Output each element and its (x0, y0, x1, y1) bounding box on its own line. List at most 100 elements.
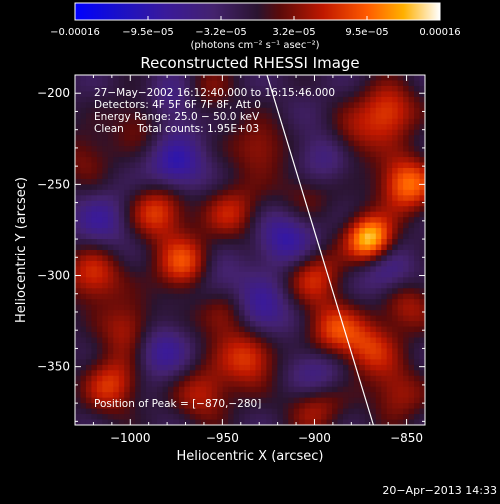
heatmap-cell (200, 392, 207, 399)
heatmap-cell (233, 239, 240, 245)
heatmap-cell (419, 200, 425, 207)
heatmap-cell (184, 239, 191, 245)
heatmap-cell (206, 124, 213, 131)
heatmap-cell (129, 184, 136, 191)
heatmap-cell (151, 244, 158, 251)
heatmap-cell (178, 250, 185, 256)
heatmap-cell (162, 129, 169, 136)
heatmap-cell (239, 332, 245, 338)
heatmap-cell (178, 233, 185, 240)
heatmap-cell (266, 146, 273, 152)
heatmap-cell (146, 151, 152, 158)
heatmap-cell (266, 414, 273, 420)
heatmap-cell (321, 348, 327, 355)
heatmap-cell (386, 364, 393, 371)
heatmap-cell (107, 244, 114, 251)
heatmap-cell (414, 151, 420, 158)
heatmap-cell (271, 157, 278, 163)
heatmap-cell (80, 408, 87, 415)
heatmap-cell (315, 419, 322, 425)
heatmap-cell (140, 348, 147, 355)
heatmap-cell (364, 277, 371, 284)
heatmap-cell (228, 326, 234, 333)
heatmap-cell (184, 173, 191, 180)
heatmap-cell (146, 359, 152, 366)
heatmap-cell (359, 304, 366, 311)
heatmap-cell (162, 146, 169, 152)
heatmap-cell (288, 414, 295, 420)
heatmap-cell (233, 151, 240, 158)
heatmap-cell (228, 310, 234, 317)
heatmap-cell (288, 260, 295, 267)
heatmap-cell (157, 282, 163, 289)
heatmap-cell (107, 386, 114, 393)
heatmap-cell (353, 266, 360, 273)
heatmap-cell (414, 364, 420, 371)
heatmap-cell (217, 250, 224, 256)
heatmap-cell (189, 321, 196, 327)
heatmap-cell (408, 408, 415, 415)
heatmap-cell (96, 102, 103, 109)
heatmap-cell (189, 386, 196, 393)
heatmap-cell (293, 124, 300, 131)
heatmap-cell (293, 359, 300, 366)
heatmap-cell (310, 304, 317, 311)
heatmap-cell (315, 222, 322, 229)
heatmap-cell (353, 85, 360, 92)
heatmap-cell (353, 200, 360, 207)
heatmap-cell (91, 85, 98, 92)
heatmap-cell (102, 96, 109, 103)
heatmap-cell (107, 392, 114, 399)
heatmap-cell (129, 102, 136, 109)
heatmap-cell (408, 239, 415, 245)
heatmap-cell (173, 299, 180, 306)
heatmap-cell (162, 162, 169, 169)
heatmap-cell (370, 91, 377, 98)
heatmap-cell (244, 239, 251, 245)
heatmap-cell (157, 370, 163, 377)
colorbar-ticks: −0.00016 −9.5e−05 −3.2e−05 3.2e−05 9.5e−05 0.… (50, 16, 461, 38)
heatmap-cell (375, 310, 382, 317)
heatmap-cell (386, 260, 393, 267)
heatmap-cell (255, 233, 262, 240)
heatmap-cell (304, 124, 311, 131)
heatmap-cell (271, 85, 278, 92)
heatmap-cell (310, 146, 317, 152)
heatmap-cell (244, 403, 251, 409)
heatmap-cell (353, 129, 360, 136)
heatmap-cell (178, 342, 185, 349)
heatmap-cell (91, 342, 98, 349)
heatmap-cell (332, 266, 338, 273)
heatmap-cell (342, 75, 349, 81)
heatmap-cell (255, 151, 262, 158)
heatmap-cell (255, 173, 262, 180)
heatmap-cell (310, 228, 317, 234)
heatmap-cell (151, 211, 158, 218)
heatmap-cell (75, 370, 81, 377)
heatmap-cell (266, 239, 273, 245)
heatmap-cell (244, 375, 251, 382)
heatmap-cell (288, 167, 295, 174)
heatmap-cell (414, 304, 420, 311)
heatmap-cell (266, 184, 273, 191)
heatmap-cell (151, 348, 158, 355)
heatmap-cell (178, 244, 185, 251)
heatmap-cell (419, 113, 425, 120)
heatmap-cell (206, 189, 213, 196)
heatmap-cell (162, 85, 169, 92)
heatmap-cell (326, 211, 333, 218)
heatmap-cell (75, 107, 81, 114)
heatmap-cell (326, 353, 333, 360)
heatmap-cell (337, 167, 344, 174)
heatmap-cell (135, 157, 142, 163)
heatmap-cell (326, 315, 333, 322)
heatmap-cell (288, 375, 295, 382)
heatmap-cell (370, 233, 377, 240)
heatmap-cell (282, 233, 289, 240)
heatmap-cell (102, 255, 109, 262)
heatmap-cell (282, 228, 289, 234)
heatmap-cell (315, 392, 322, 399)
heatmap-cell (178, 310, 185, 317)
heatmap-cell (222, 217, 229, 224)
heatmap-cell (250, 271, 256, 278)
